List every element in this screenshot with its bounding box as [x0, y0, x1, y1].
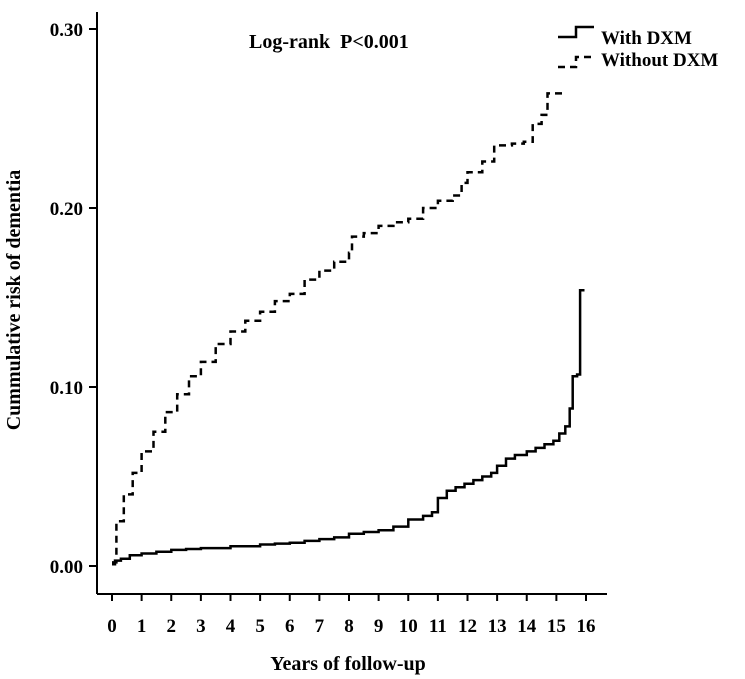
y-tick-label: 0.30 [50, 20, 83, 41]
legend-entry-with-dxm: With DXM [558, 25, 692, 49]
x-tick-label: 9 [374, 616, 384, 637]
series-layer [112, 92, 585, 566]
legend-label-with-dxm: With DXM [601, 28, 692, 49]
y-tick-label: 0.20 [50, 199, 83, 220]
legend: With DXM Without DXM [558, 25, 718, 71]
x-tick-label: 11 [429, 616, 447, 637]
y-axis-title: Cummulative risk of dementia [3, 170, 25, 431]
legend-label-without-dxm: Without DXM [601, 50, 718, 71]
series-line-with-dxm [112, 289, 585, 566]
x-tick-label: 14 [517, 616, 537, 637]
x-tick-label: 7 [315, 616, 325, 637]
x-tick-label: 12 [458, 616, 477, 637]
x-tick-label: 0 [107, 616, 117, 637]
x-axis: 0 1 2 3 4 5 6 7 8 9 10 11 12 13 14 15 16 [97, 593, 607, 637]
x-tick-label: 15 [547, 616, 566, 637]
y-axis: 0.00 0.10 0.20 0.30 [50, 12, 98, 594]
legend-entry-without-dxm: Without DXM [558, 50, 718, 71]
x-tick-label: 16 [577, 616, 596, 637]
x-tick-label: 10 [399, 616, 418, 637]
x-tick-label: 3 [196, 616, 206, 637]
x-tick-label: 8 [344, 616, 354, 637]
x-tick-label: 2 [167, 616, 177, 637]
x-axis-title: Years of follow-up [270, 653, 426, 675]
legend-swatch-with-dxm [558, 25, 594, 39]
x-tick-label: 13 [488, 616, 507, 637]
y-tick-label: 0.10 [50, 378, 83, 399]
x-tick-label: 4 [226, 616, 236, 637]
legend-swatch-without-dxm [558, 55, 594, 69]
x-tick-label: 5 [255, 616, 265, 637]
x-tick-label: 1 [137, 616, 147, 637]
y-tick-label: 0.00 [50, 557, 83, 578]
logrank-annotation: Log-rank P<0.001 [249, 31, 409, 53]
x-tick-label: 6 [285, 616, 295, 637]
series-line-without-dxm [112, 92, 566, 564]
